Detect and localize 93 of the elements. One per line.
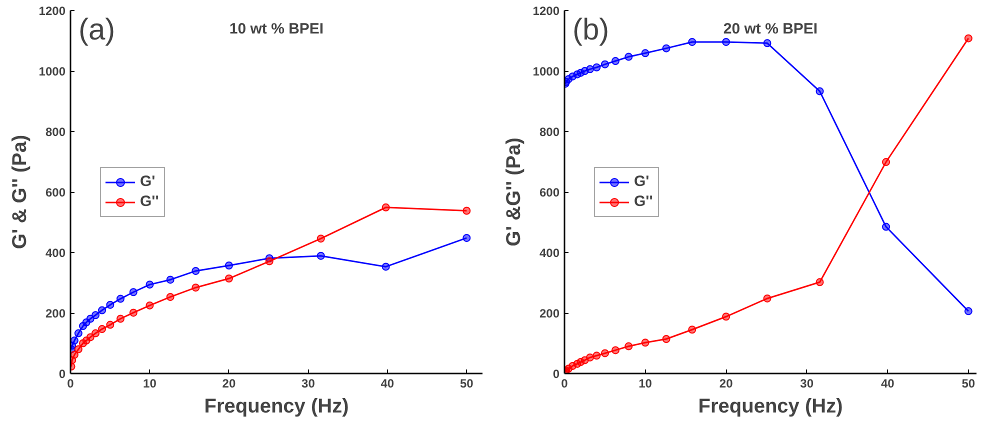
y-axis-title: G' & G'' (Pa) <box>8 134 31 250</box>
point <box>763 294 772 302</box>
x-tick-label: 50 <box>962 376 976 390</box>
y-tick-label: 600 <box>539 186 560 200</box>
point <box>816 278 824 286</box>
point <box>462 206 471 215</box>
y-tick-label: 1000 <box>38 64 66 78</box>
point <box>224 274 233 283</box>
point <box>86 333 94 342</box>
y-tick-label: 800 <box>45 125 66 139</box>
point <box>722 38 730 46</box>
point <box>600 60 609 68</box>
point <box>74 329 82 338</box>
x-tick-label: 20 <box>719 376 734 390</box>
point <box>763 39 772 48</box>
x-tick-label: 10 <box>638 376 652 390</box>
point <box>316 252 325 260</box>
point <box>586 353 594 362</box>
point <box>106 300 114 309</box>
x-tick-label: 0 <box>561 376 568 390</box>
point <box>462 234 471 242</box>
point <box>92 329 100 338</box>
text: 10 wt % BPEI <box>229 20 324 38</box>
x-tick-label: 20 <box>222 376 236 390</box>
y-tick-label: 1000 <box>532 64 560 78</box>
point <box>816 87 824 96</box>
point <box>74 345 82 354</box>
point <box>70 336 78 345</box>
point <box>592 352 601 360</box>
point <box>600 349 609 358</box>
point <box>316 234 325 243</box>
point <box>129 288 138 296</box>
point <box>224 262 233 270</box>
y-tick-label: 400 <box>45 246 66 260</box>
point <box>98 325 106 334</box>
point <box>624 52 633 61</box>
point <box>166 276 174 284</box>
point <box>129 308 138 317</box>
point <box>116 314 124 323</box>
y-axis-title: G' &G'' (Pa) <box>502 138 525 246</box>
x-tick-label: 0 <box>67 376 74 390</box>
point <box>662 335 670 344</box>
point <box>882 222 890 231</box>
y-tick-label: 800 <box>539 125 560 139</box>
point <box>624 342 633 350</box>
y-tick-label: 200 <box>45 306 66 320</box>
point <box>688 326 696 334</box>
x-tick-label: 40 <box>880 376 895 390</box>
point <box>611 57 620 66</box>
point <box>641 49 650 58</box>
x-axis-title: Frequency (Hz) <box>698 396 843 418</box>
point <box>106 320 114 329</box>
x-tick-label: 30 <box>800 376 814 390</box>
point <box>192 284 200 292</box>
y-tick-label: 1200 <box>532 4 560 18</box>
legend-label: G' <box>140 173 156 190</box>
point <box>964 307 972 316</box>
point <box>592 63 601 72</box>
point <box>98 306 106 314</box>
y-tick-label: 0 <box>58 367 66 381</box>
point <box>641 338 650 347</box>
x-tick-label: 30 <box>302 376 316 390</box>
y-tick-label: 200 <box>539 306 560 320</box>
y-tick-label: 1200 <box>38 4 66 18</box>
point <box>382 262 390 271</box>
point <box>166 292 174 301</box>
y-tick-label: 400 <box>539 246 560 260</box>
point <box>116 294 124 303</box>
point <box>146 280 154 289</box>
legend-label: G' <box>634 173 650 190</box>
x-tick-label: 40 <box>380 376 394 390</box>
point <box>662 44 670 52</box>
annotation: (b) <box>572 14 610 46</box>
x-tick-label: 10 <box>143 376 157 390</box>
text: 20 wt % BPEI <box>723 20 818 38</box>
point <box>688 38 696 46</box>
y-tick-label: 0 <box>552 367 560 381</box>
point <box>265 257 274 266</box>
y-tick-label: 600 <box>45 186 66 200</box>
point <box>192 266 200 275</box>
point <box>882 158 890 166</box>
point <box>382 203 390 212</box>
point <box>722 312 730 321</box>
point <box>964 34 972 42</box>
point <box>586 65 594 74</box>
point <box>92 311 100 320</box>
x-axis-title: Frequency (Hz) <box>204 396 349 418</box>
x-tick-label: 50 <box>460 376 474 390</box>
point <box>146 301 154 310</box>
legend-label: G'' <box>634 193 654 210</box>
point <box>611 346 620 354</box>
legend-label: G'' <box>140 193 160 210</box>
annotation: (a) <box>78 14 116 46</box>
